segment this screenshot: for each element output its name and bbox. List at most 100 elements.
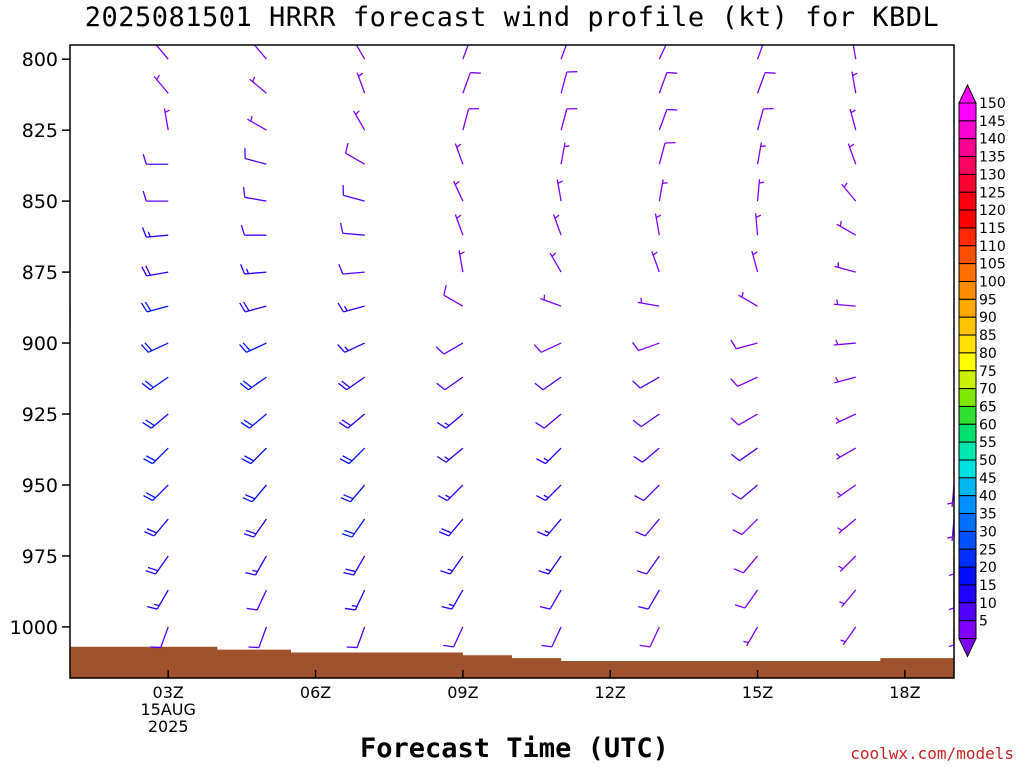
- wind-barb: [948, 555, 954, 578]
- barb-full: [437, 495, 448, 502]
- barb-staff: [649, 626, 660, 648]
- wind-barb: [560, 39, 579, 60]
- wind-barb: [533, 342, 562, 353]
- barb-full: [245, 494, 256, 500]
- barb-full: [666, 108, 678, 111]
- barb-half: [755, 214, 762, 218]
- wind-barb: [248, 626, 268, 649]
- colorbar-label: 20: [979, 560, 997, 576]
- barb-staff: [658, 142, 666, 165]
- wind-barb: [658, 71, 678, 94]
- colorbar-label: 35: [979, 507, 997, 523]
- wind-barb: [353, 110, 366, 131]
- colorbar-label: 110: [979, 239, 1006, 255]
- wind-barb: [249, 76, 267, 94]
- barb-half: [551, 252, 557, 257]
- barb-full: [245, 529, 257, 535]
- barb-full: [541, 644, 552, 648]
- barb-full: [242, 301, 250, 312]
- barb-staff: [355, 45, 366, 60]
- barb-half: [543, 457, 549, 462]
- colorbar-swatch: [958, 120, 977, 140]
- wind-barb: [443, 284, 464, 307]
- barb-full: [634, 495, 645, 502]
- colorbar-label: 145: [979, 114, 1006, 130]
- colorbar-label: 50: [979, 453, 997, 469]
- wind-barb: [743, 626, 759, 647]
- colorbar-swatch: [958, 352, 977, 372]
- colorbar-label: 90: [979, 310, 997, 326]
- x-tick-label: 15AUG: [141, 700, 196, 719]
- wind-barb: [638, 589, 660, 610]
- wind-barb: [253, 45, 267, 60]
- x-tick-label: 2025: [148, 717, 189, 736]
- wind-barb: [837, 518, 857, 534]
- colorbar-label: 140: [979, 132, 1006, 148]
- colorbar-swatch: [958, 138, 977, 158]
- wind-barb: [142, 413, 169, 429]
- barb-staff: [540, 342, 562, 353]
- barb-full: [241, 458, 252, 465]
- barb-full: [145, 419, 155, 427]
- wind-barb: [146, 589, 169, 610]
- barb-half: [652, 251, 658, 256]
- colorbar-top-arrow: [958, 83, 977, 104]
- colorbar-swatch: [958, 388, 977, 407]
- wind-barb: [852, 45, 857, 60]
- barb-full: [142, 154, 147, 165]
- wind-barb: [239, 342, 267, 353]
- barb-staff: [642, 447, 660, 463]
- wind-barb: [754, 213, 762, 236]
- barb-half: [343, 306, 348, 312]
- wind-barb: [834, 262, 856, 273]
- colorbar-label: 5: [979, 614, 988, 630]
- barb-full: [569, 39, 579, 40]
- barb-full: [341, 419, 352, 427]
- wind-barb: [537, 518, 562, 537]
- barb-full: [243, 533, 255, 538]
- wind-barb: [462, 71, 481, 94]
- colorbar-label: 65: [979, 399, 997, 415]
- wind-barb: [658, 45, 667, 60]
- barb-half: [640, 297, 643, 304]
- barb-half: [947, 536, 953, 539]
- barb-staff: [542, 376, 562, 391]
- wind-barb: [833, 339, 856, 346]
- credit-text: coolwx.com/models: [850, 744, 1014, 763]
- colorbar-swatch: [958, 245, 977, 265]
- barb-staff: [736, 342, 758, 350]
- barb-staff: [342, 271, 365, 275]
- wind-barb: [70, 448, 71, 450]
- barb-full: [239, 382, 249, 391]
- wind-barb: [634, 484, 660, 502]
- colorbar-swatch: [958, 102, 977, 122]
- barb-full: [144, 380, 154, 388]
- wind-barb: [836, 484, 857, 499]
- wind-barb: [637, 297, 660, 307]
- barb-half: [545, 568, 551, 572]
- barb-half: [741, 291, 744, 298]
- wind-barb: [163, 108, 171, 131]
- barb-staff: [742, 555, 759, 574]
- wind-barb: [140, 301, 169, 313]
- wind-barb: [839, 589, 857, 608]
- barb-full: [341, 380, 351, 388]
- barb-full: [341, 533, 353, 538]
- colorbar-bottom-arrow: [958, 638, 977, 658]
- barb-staff: [342, 232, 365, 236]
- colorbar-swatch: [958, 566, 977, 586]
- barb-full: [145, 455, 156, 462]
- wind-barb: [552, 214, 562, 236]
- barb-full: [338, 382, 348, 391]
- wind-barb: [948, 590, 954, 613]
- wind-barb: [947, 518, 954, 542]
- barb-staff: [160, 626, 169, 648]
- wind-barb: [756, 45, 764, 60]
- barb-full: [52, 539, 62, 540]
- barb-full: [52, 397, 62, 398]
- barb-half: [839, 601, 845, 605]
- wind-barb: [144, 518, 169, 537]
- wind-barb: [560, 107, 578, 131]
